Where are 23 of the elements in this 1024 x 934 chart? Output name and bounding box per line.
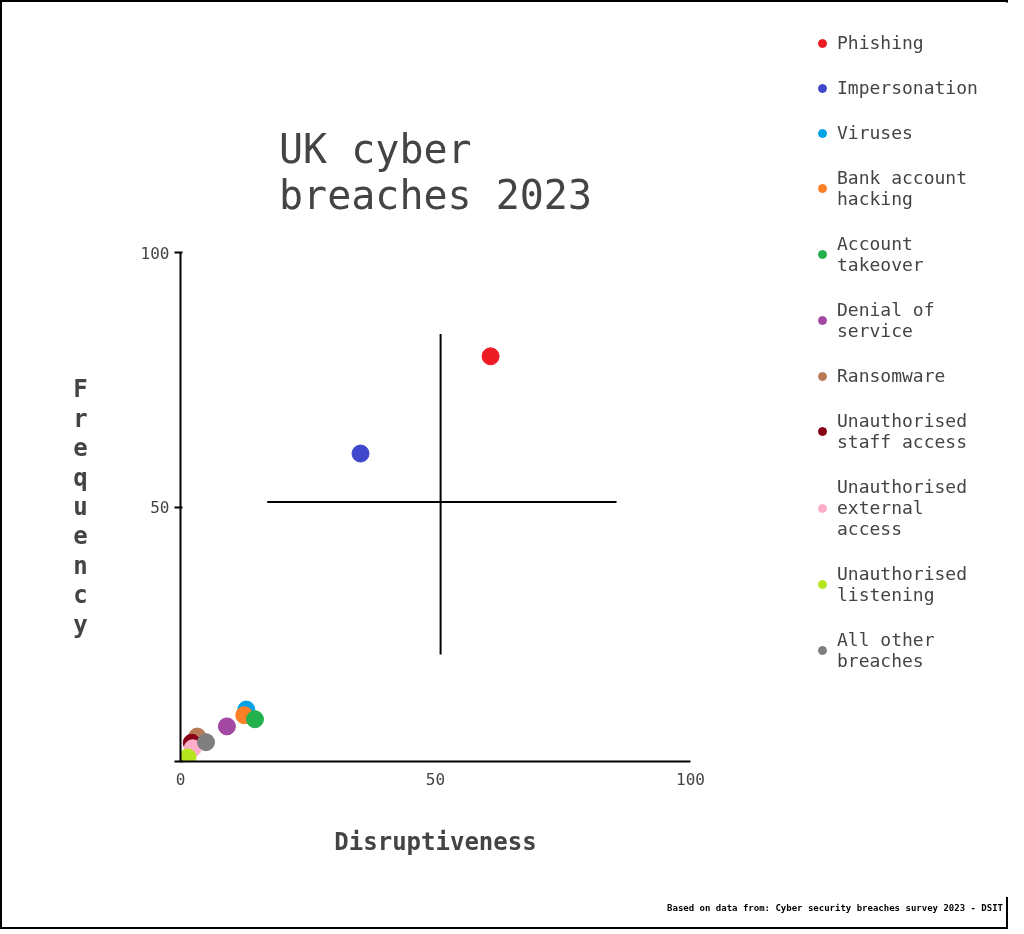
legend-label: Bank account hacking — [837, 167, 968, 209]
legend-label: All other breaches — [837, 629, 935, 671]
legend-label: Unauthorised staff access — [837, 410, 968, 452]
text: Frequency — [73, 375, 88, 639]
chart-title: UK cyber breaches 2023 — [278, 125, 593, 218]
point — [481, 347, 500, 366]
legend-label: Denial of service — [837, 299, 935, 341]
legend-label: Account takeover — [837, 233, 924, 275]
x-tick-label: 100 — [676, 769, 705, 789]
point — [217, 717, 236, 736]
legend-label: Unauthorised external access — [837, 476, 968, 539]
point — [351, 444, 370, 463]
legend-label: Impersonation — [837, 77, 978, 98]
legend-label: Ransomware — [837, 365, 946, 386]
legend-label: Unauthorised listening — [837, 563, 968, 605]
x-tick-label: 0 — [175, 769, 186, 789]
x-tick-label: 50 — [425, 769, 446, 789]
text: Based on data from: Cyber security breaches survey 2023 - DSIT — [667, 902, 1003, 915]
x-axis-title: Disruptiveness — [334, 827, 537, 856]
point — [197, 733, 215, 752]
legend-label: Viruses — [837, 122, 913, 143]
legend-label: Phishing — [837, 32, 924, 53]
point — [245, 710, 264, 729]
